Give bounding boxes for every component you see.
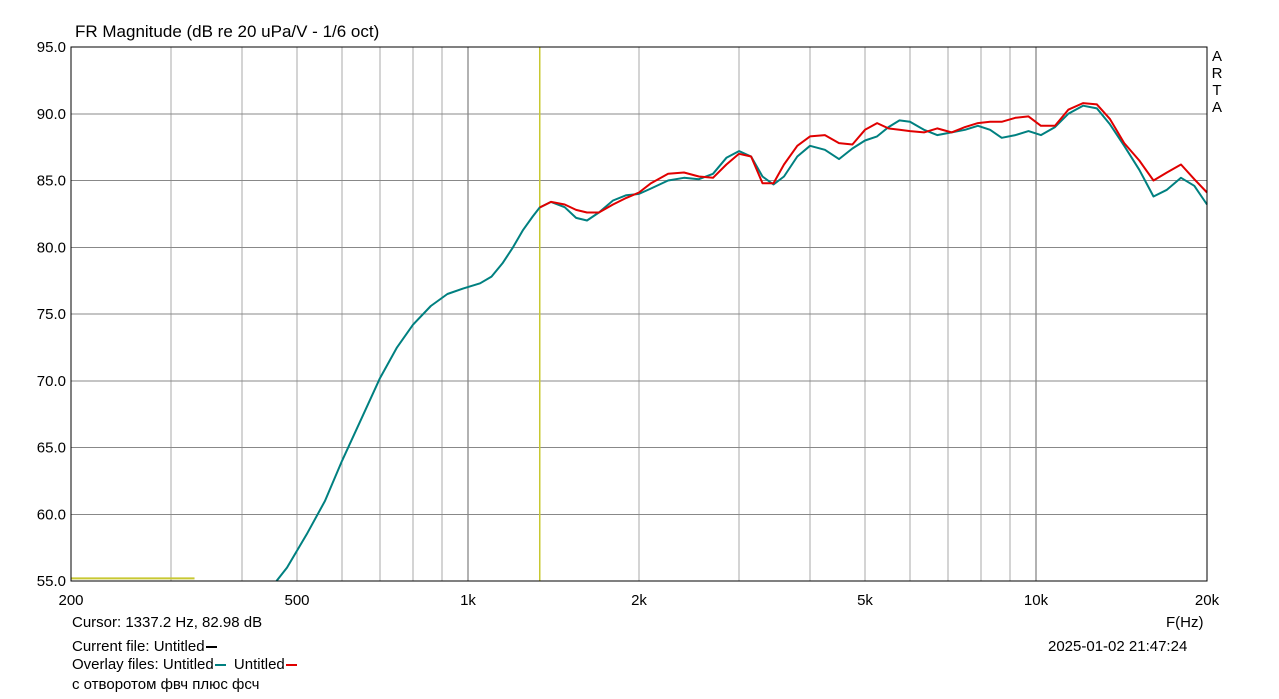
- arta-letter: T: [1212, 82, 1222, 99]
- x-tick-label: 1k: [460, 592, 476, 609]
- current-file-label: Current file: Untitled: [72, 638, 205, 655]
- arta-watermark: A R T A: [1210, 48, 1224, 116]
- response-curve-red: [539, 102, 1208, 214]
- arta-letter: R: [1211, 65, 1223, 82]
- y-tick-label: 75.0: [37, 306, 66, 323]
- y-tick-label: 80.0: [37, 239, 66, 256]
- x-tick-label: 2k: [631, 592, 647, 609]
- overlay-files-label: Overlay files: Untitled: [72, 656, 214, 673]
- arta-letter: A: [1211, 99, 1222, 116]
- overlay-second-label: Untitled: [233, 656, 285, 673]
- y-tick-label: 95.0: [37, 39, 66, 56]
- cursor-readout: Cursor: 1337.2 Hz, 82.98 dB: [72, 614, 263, 631]
- y-tick-label: 90.0: [37, 106, 66, 123]
- x-tick-label: 5k: [857, 592, 873, 609]
- x-tick-label: 10k: [1024, 592, 1049, 609]
- plot-frame: [70, 46, 1208, 582]
- x-tick-label: 500: [285, 592, 310, 609]
- overlay-swatch-teal: [214, 664, 226, 667]
- chart-title: FR Magnitude (dB re 20 uPa/V - 1/6 oct): [75, 22, 380, 41]
- y-tick-label: 65.0: [37, 440, 66, 457]
- timestamp: 2025-01-02 21:47:24: [1048, 638, 1188, 655]
- y-tick-label: 85.0: [37, 173, 66, 190]
- x-tick-label: 200: [58, 592, 83, 609]
- y-tick-label: 55.0: [37, 573, 66, 590]
- y-tick-label: 60.0: [37, 506, 66, 523]
- response-curve-teal: [275, 104, 1208, 582]
- arta-letter: A: [1211, 48, 1222, 65]
- y-tick-label: 70.0: [37, 373, 66, 390]
- overlay-files-line: Overlay files: Untitled Untitled: [72, 656, 297, 673]
- current-file-line: Current file: Untitled: [72, 638, 217, 655]
- x-axis-label: F(Hz): [1166, 614, 1204, 631]
- current-file-swatch: [205, 646, 217, 649]
- measurement-description: с отворотом фвч плюс фсч: [72, 676, 260, 693]
- x-tick-label: 20k: [1195, 592, 1220, 609]
- overlay-swatch-red: [285, 664, 297, 667]
